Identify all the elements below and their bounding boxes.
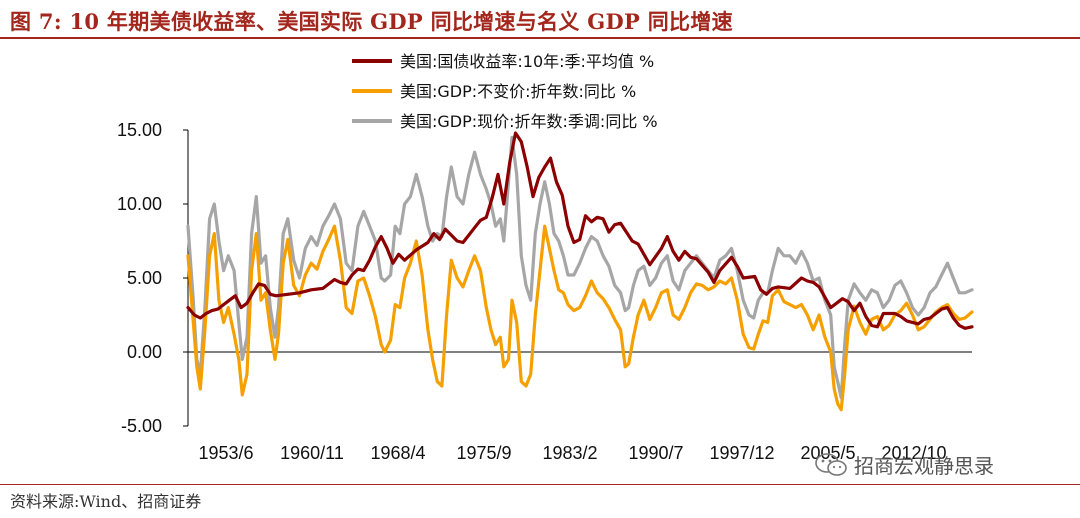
legend-label-1: 美国:GDP:不变价:折年数:同比 % bbox=[400, 82, 636, 101]
watermark: 招商宏观静思录 bbox=[814, 450, 994, 479]
plot-area bbox=[186, 131, 974, 412]
series-line-0 bbox=[186, 131, 974, 330]
y-tick-label: 10.00 bbox=[117, 194, 162, 214]
series-line-1 bbox=[186, 224, 974, 412]
x-tick-label: 1997/12 bbox=[709, 443, 774, 463]
series-line-2 bbox=[186, 135, 974, 400]
title-divider bbox=[0, 37, 1080, 39]
x-tick-label: 1983/2 bbox=[542, 443, 597, 463]
wechat-icon bbox=[815, 452, 847, 476]
x-tick-label: 1960/11 bbox=[280, 443, 344, 463]
x-tick-label: 2012/10 bbox=[881, 443, 946, 463]
y-tick-label: 5.00 bbox=[127, 268, 162, 288]
y-tick-label: 0.00 bbox=[127, 342, 162, 362]
watermark-text: 招商宏观静思录 bbox=[854, 454, 994, 478]
x-tick-label: 1990/7 bbox=[628, 443, 683, 463]
line-chart: 15.00 10.00 5.00 0.00 -5.00 1953/6 1960/11 1968… bbox=[117, 52, 974, 463]
chart-legend: 美国:国债收益率:10年:季:平均值 % 美国:GDP:不变价:折年数:同比 % 美… bbox=[352, 52, 658, 131]
source-note: 资料来源:Wind、招商证券 bbox=[10, 492, 202, 511]
legend-label-2: 美国:GDP:现价:折年数:季调:同比 % bbox=[400, 112, 658, 131]
x-tick-label: 1953/6 bbox=[198, 443, 253, 463]
x-tick-label: 1975/9 bbox=[456, 443, 511, 463]
chart-axes: 15.00 10.00 5.00 0.00 -5.00 1953/6 1960/11 1968… bbox=[117, 120, 972, 463]
legend-label-0: 美国:国债收益率:10年:季:平均值 % bbox=[400, 52, 654, 71]
x-tick-label: 1968/4 bbox=[370, 443, 425, 463]
figure-title: 图 7: 10 年期美债收益率、美国实际 GDP 同比增速与名义 GDP 同比增… bbox=[10, 9, 733, 34]
footer-divider bbox=[0, 484, 1080, 485]
y-tick-label: -5.00 bbox=[121, 416, 162, 436]
y-tick-label: 15.00 bbox=[117, 120, 162, 140]
